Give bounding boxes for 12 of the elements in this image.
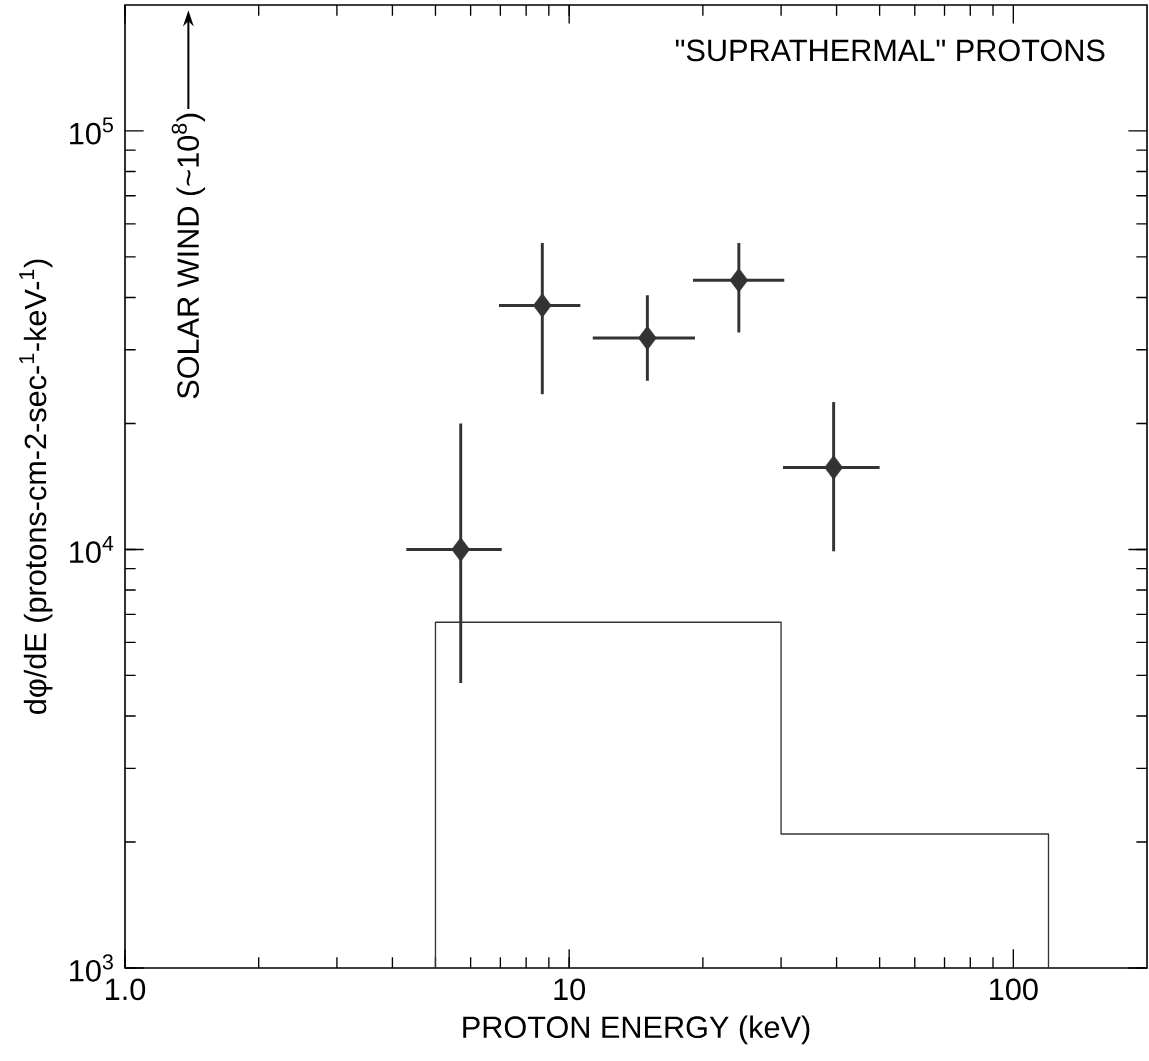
x-tick-label: 10 bbox=[554, 978, 586, 1001]
point bbox=[824, 455, 843, 480]
x-axis-title: PROTON ENERGY (keV) bbox=[463, 1015, 810, 1045]
point bbox=[729, 267, 749, 293]
point bbox=[638, 325, 657, 351]
y-axis-title: dφ/dE (protons-cm-2-sec-$^{1}$-keV-$^{1}$) bbox=[19, 259, 53, 714]
text: "SUPRATHERMAL" PROTONS bbox=[675, 39, 1105, 62]
y-tick-label: 10$^{4}$ bbox=[70, 535, 114, 564]
y-tick-label: 10$^{5}$ bbox=[70, 117, 113, 145]
annotation: SOLAR WIND (~10$^{8}$) bbox=[171, 113, 206, 399]
point bbox=[451, 537, 470, 562]
x-tick-label: 100 bbox=[990, 978, 1038, 1001]
